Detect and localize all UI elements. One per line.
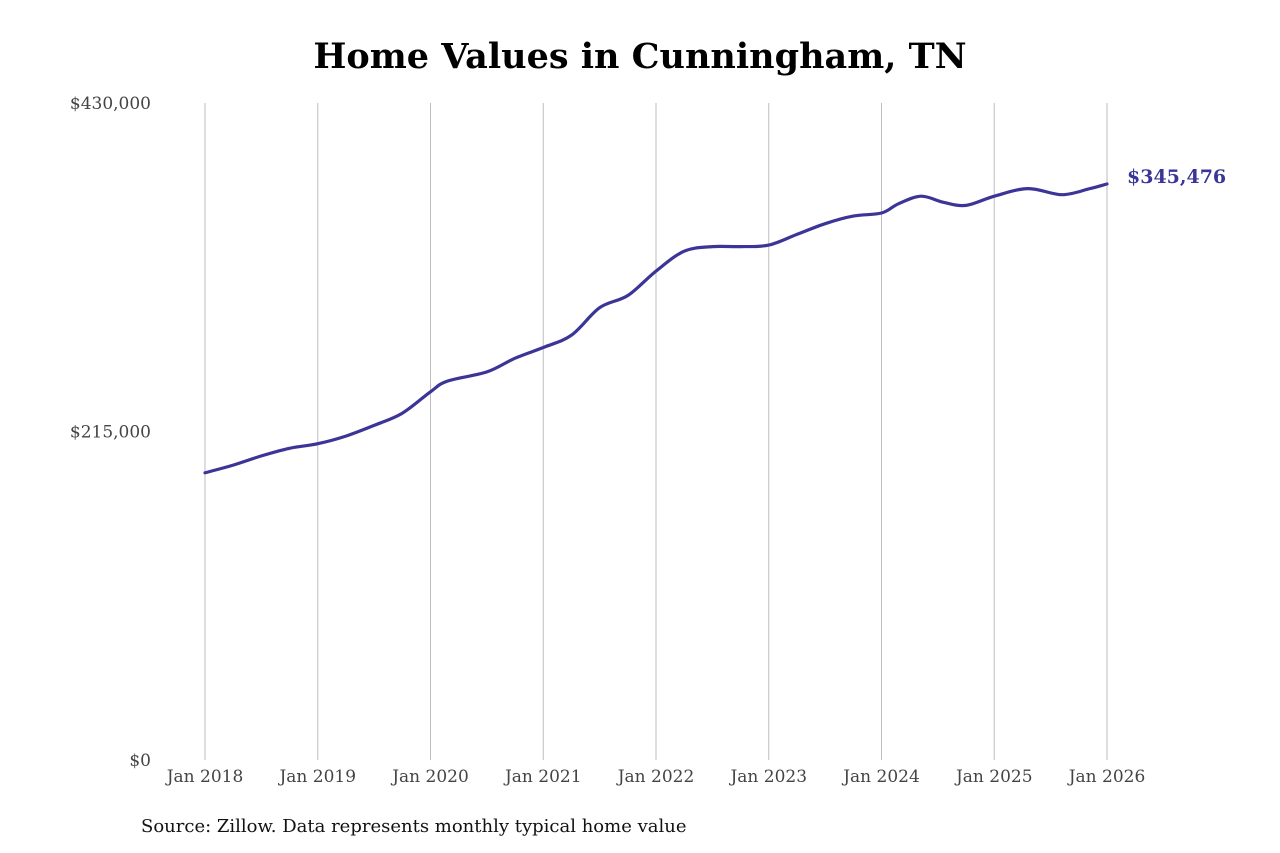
y-tick-label: $430,000: [70, 94, 151, 114]
data-labels: $345,476: [1127, 166, 1226, 188]
x-tick-label: Jan 2018: [165, 767, 244, 787]
x-tick-label: Jan 2023: [728, 767, 807, 787]
series-line: [203, 182, 1109, 475]
x-tick-label: Jan 2019: [277, 767, 356, 787]
x-tick-label: Jan 2020: [390, 767, 469, 787]
x-tick-label: Jan 2022: [616, 767, 695, 787]
grid-lines: [204, 103, 1108, 760]
x-tick-label: Jan 2021: [503, 767, 582, 787]
end-value-label: $345,476: [1127, 166, 1226, 188]
y-tick-label: $0: [129, 751, 151, 771]
x-tick-label: Jan 2024: [841, 767, 920, 787]
x-tick-label: Jan 2025: [954, 767, 1033, 787]
x-tick-label: Jan 2026: [1067, 767, 1146, 787]
source-note: Source: Zillow. Data represents monthly …: [141, 816, 687, 837]
series-layer: [203, 182, 1109, 475]
y-tick-label: $215,000: [70, 423, 151, 443]
x-axis-ticks: Jan 2018 Jan 2019 Jan 2020 Jan 2021 Jan 2022…: [165, 767, 1146, 787]
chart-title: Home Values in Cunningham, TN: [313, 36, 967, 77]
y-axis-ticks: $0 $215,000 $430,000: [70, 94, 151, 771]
